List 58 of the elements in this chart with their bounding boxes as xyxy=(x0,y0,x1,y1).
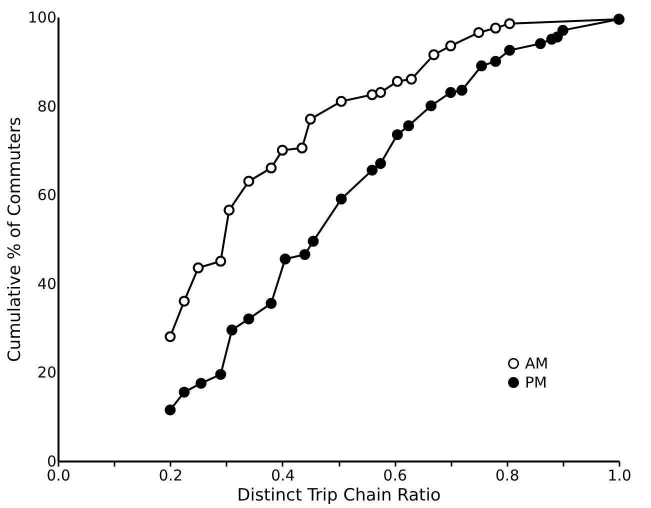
x-axis-title: Distinct Trip Chain Ratio xyxy=(237,486,441,506)
point xyxy=(406,74,417,85)
point xyxy=(336,96,347,107)
point xyxy=(375,158,386,169)
point xyxy=(426,100,437,112)
point xyxy=(534,38,546,50)
y-tick-label: 100 xyxy=(28,8,56,26)
point xyxy=(392,76,403,87)
y-axis-title: Cumulative % of Commuters xyxy=(4,116,25,362)
point xyxy=(164,404,176,416)
point xyxy=(215,368,226,380)
point xyxy=(476,60,488,72)
point xyxy=(490,22,502,34)
legend-label: AM xyxy=(525,354,548,372)
y-tick-label: 80 xyxy=(37,97,56,116)
x-tick-label: 0.4 xyxy=(270,466,295,484)
point xyxy=(473,27,484,38)
point xyxy=(304,114,316,125)
point xyxy=(276,144,288,156)
point xyxy=(456,84,468,96)
point xyxy=(280,254,291,264)
point xyxy=(375,87,386,98)
point xyxy=(428,49,440,60)
point xyxy=(403,120,414,132)
point xyxy=(196,378,207,389)
x-tick-label: 1.0 xyxy=(608,466,632,484)
point xyxy=(557,24,568,36)
point xyxy=(504,18,516,30)
point xyxy=(445,40,456,52)
point xyxy=(445,87,456,98)
x-tick-label: 0.2 xyxy=(158,466,183,484)
x-tick-label: 0.6 xyxy=(383,466,408,484)
x-tick-label: 0.8 xyxy=(495,466,520,484)
point xyxy=(243,176,254,187)
point xyxy=(164,331,176,342)
point xyxy=(504,44,516,56)
point xyxy=(178,386,190,398)
point xyxy=(366,89,378,100)
point xyxy=(192,262,204,274)
y-tick-label: 40 xyxy=(37,274,56,293)
point xyxy=(226,324,238,336)
y-tick-label: 60 xyxy=(37,186,56,204)
y-tick-label: 20 xyxy=(37,364,56,382)
point xyxy=(552,32,563,42)
point xyxy=(224,204,235,216)
point xyxy=(243,313,254,324)
point xyxy=(266,162,277,174)
point xyxy=(215,256,226,267)
point xyxy=(266,298,277,309)
point xyxy=(392,129,403,140)
point xyxy=(296,142,308,154)
point xyxy=(336,194,347,205)
point xyxy=(366,164,378,176)
point xyxy=(490,56,502,67)
point xyxy=(178,296,190,307)
point xyxy=(299,249,310,260)
legend-label: PM xyxy=(525,374,547,392)
point xyxy=(308,236,319,247)
